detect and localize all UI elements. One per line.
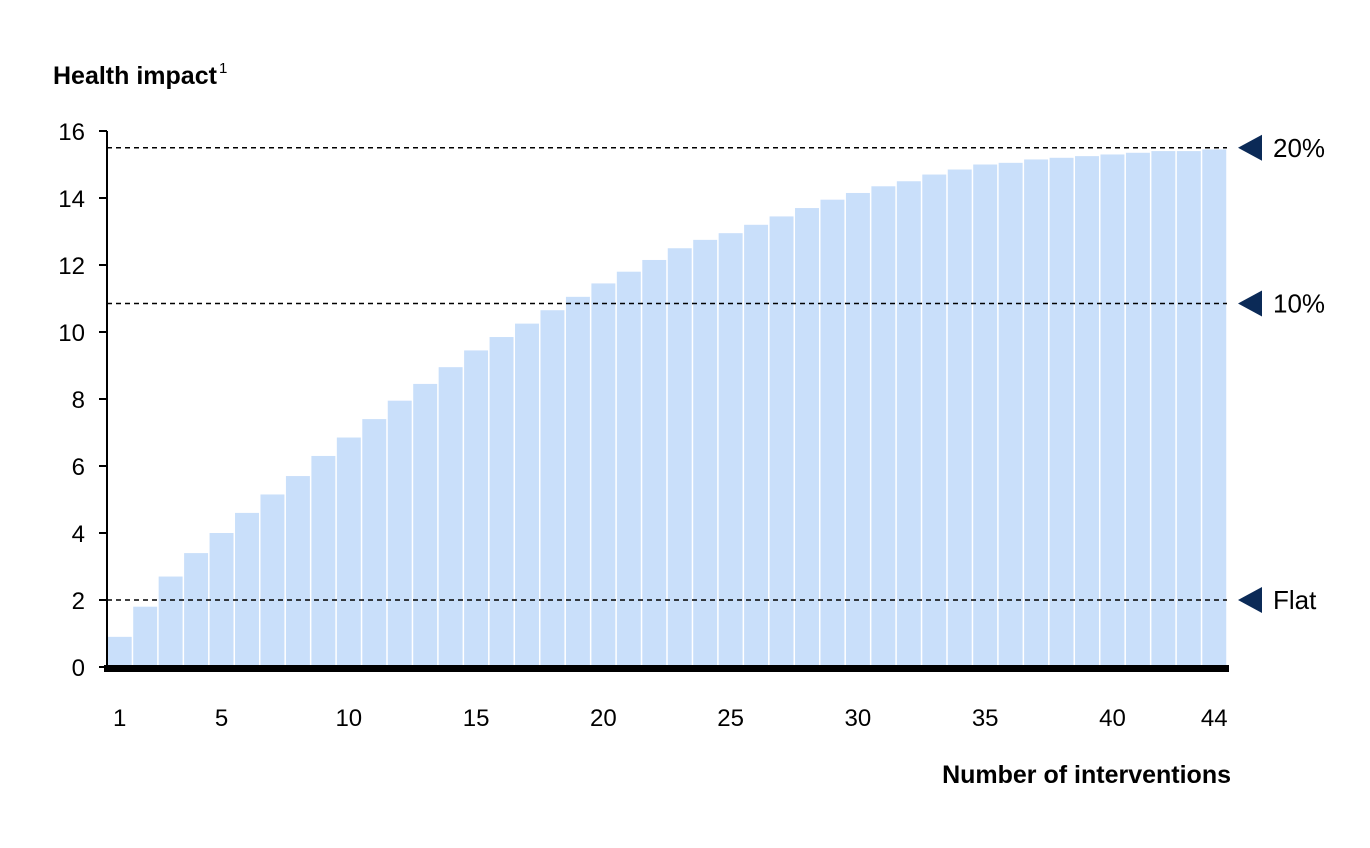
bar-8 [285, 476, 310, 667]
y-tick-label: 12 [58, 253, 85, 280]
triangle-marker-icon [1238, 290, 1262, 317]
bar-26 [744, 224, 769, 668]
bar-18 [540, 310, 565, 667]
bar-10 [336, 437, 361, 667]
bar-4 [184, 553, 209, 667]
bar-43 [1176, 151, 1201, 668]
y-tick-label: 2 [72, 588, 85, 615]
bar-14 [438, 367, 463, 667]
bar-24 [693, 239, 718, 667]
bar-7 [260, 494, 285, 667]
bar-37 [1024, 159, 1049, 667]
bar-9 [311, 455, 336, 667]
bar-33 [922, 174, 947, 668]
bar-42 [1151, 151, 1176, 668]
x-tick-label: 10 [335, 705, 362, 732]
y-tick-label: 8 [72, 387, 85, 414]
bar-19 [565, 296, 590, 667]
bar-16 [489, 337, 514, 667]
bar-6 [235, 512, 259, 667]
bars-group [107, 149, 1227, 668]
bar-15 [464, 350, 489, 667]
bar-35 [973, 164, 998, 667]
bar-28 [795, 208, 819, 668]
bar-40 [1100, 154, 1125, 667]
x-tick-label: 44 [1201, 705, 1228, 732]
x-tick-label: 35 [972, 705, 999, 732]
bar-22 [642, 259, 667, 667]
bar-12 [387, 400, 412, 667]
y-tick-label: 0 [72, 655, 85, 682]
bar-32 [896, 181, 921, 667]
bar-34 [947, 169, 972, 667]
bar-36 [998, 162, 1023, 667]
bar-29 [820, 199, 845, 668]
x-tick-label: 25 [717, 705, 744, 732]
bar-11 [362, 419, 387, 667]
x-tick-label: 40 [1099, 705, 1126, 732]
bar-2 [133, 606, 158, 667]
bar-13 [413, 383, 438, 667]
x-axis-baseline [104, 665, 1229, 672]
bar-20 [591, 283, 616, 667]
reference-label-2: Flat [1273, 585, 1317, 615]
y-tick-label: 14 [58, 186, 85, 213]
bar-41 [1125, 152, 1150, 667]
x-ticks-group: 1 5 10 15 20 25 30 35 40 44 [113, 705, 1228, 732]
bar-31 [871, 186, 896, 667]
x-tick-label: 30 [845, 705, 872, 732]
reference-lines-group: 20% 10% Flat [107, 133, 1325, 615]
y-tick-label: 4 [72, 521, 85, 548]
bar-1 [107, 636, 132, 667]
bar-30 [845, 192, 870, 667]
triangle-marker-icon [1238, 134, 1262, 161]
reference-label-0: 20% [1273, 133, 1325, 163]
x-axis-title: Number of interventions [942, 761, 1231, 789]
y-tick-label: 16 [58, 119, 85, 146]
bar-21 [616, 271, 641, 667]
bar-3 [158, 576, 183, 667]
triangle-marker-icon [1238, 587, 1262, 613]
bar-27 [769, 216, 794, 668]
y-tick-label: 10 [58, 320, 85, 347]
x-tick-label: 15 [463, 705, 490, 732]
bar-39 [1075, 156, 1099, 667]
y-tick-label: 6 [72, 454, 85, 481]
bar-17 [515, 323, 539, 667]
reference-label-1: 10% [1273, 289, 1325, 319]
bar-44 [1202, 149, 1227, 668]
x-tick-label: 1 [113, 705, 126, 732]
y-ticks-group: 0 2 4 6 8 10 12 14 16 [58, 119, 107, 682]
bar-38 [1049, 157, 1074, 668]
x-tick-label: 20 [590, 705, 617, 732]
y-axis-title: Health impact 1 [53, 60, 227, 90]
x-tick-label: 5 [215, 705, 228, 732]
bar-5 [209, 533, 234, 667]
bar-23 [667, 248, 692, 667]
bar-25 [718, 233, 743, 668]
